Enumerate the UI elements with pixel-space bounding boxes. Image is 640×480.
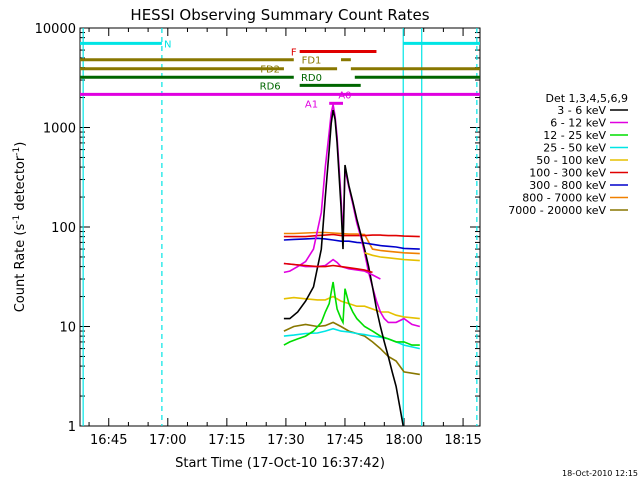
legend-label: 25 - 50 keV [543, 142, 606, 155]
legend-title: Det 1,3,4,5,6,9 [545, 92, 628, 105]
series-line [283, 109, 404, 427]
x-tick-labels: 16:45 17:00 17:15 17:30 17:45 18:00 18:15 [90, 433, 482, 448]
series-line [283, 231, 420, 255]
series-line-secondary [283, 258, 381, 280]
x-tick-label: 18:00 [385, 433, 422, 448]
flag-label-fd2: FD2 [260, 65, 280, 76]
flag-label-a0: A0 [338, 90, 351, 101]
flag-label-n: N [164, 39, 171, 50]
y-tick-label: 10000 [35, 22, 76, 37]
series-lines [283, 104, 421, 427]
series-line [283, 233, 420, 238]
series-line [283, 295, 420, 320]
y-tick-label: 1 [68, 420, 76, 435]
flag-label-rd6: RD6 [260, 81, 281, 92]
y-tick-label: 100 [51, 221, 76, 236]
x-tick-label: 17:00 [149, 433, 186, 448]
y-tick-label: 1000 [43, 122, 76, 137]
x-tick-label: 17:15 [208, 433, 245, 448]
legend-label: 6 - 12 keV [550, 117, 606, 130]
series-line [283, 321, 420, 376]
chart-title: HESSI Observing Summary Count Rates [130, 6, 429, 24]
x-tick-label: 16:45 [90, 433, 127, 448]
y-tick-labels: 1 10 100 1000 10000 [35, 22, 76, 435]
y-axis-label-sup1: -1 [12, 215, 22, 224]
series-line [283, 104, 421, 328]
x-axis-label: Start Time (17-Oct-10 16:37:42) [175, 456, 385, 471]
x-tick-label: 18:15 [444, 433, 481, 448]
x-tick-label: 17:45 [326, 433, 363, 448]
y-tick-label: 10 [59, 321, 76, 336]
legend-label: 800 - 7000 keV [522, 192, 606, 205]
y-axis-label: Count Rate (s-1 detector-1) [12, 142, 28, 313]
series-line [283, 281, 420, 346]
flag-label-a1: A1 [305, 99, 318, 110]
series-line [283, 237, 420, 250]
flag-label-rd0: RD0 [301, 73, 322, 84]
legend-label: 12 - 25 keV [543, 129, 606, 142]
y-axis-label-mid: detector [13, 155, 28, 215]
y-axis-label-prefix: Count Rate (s [13, 224, 28, 313]
flag-bars: N F FD1 FD2 RD0 RD6 A0 A1 [80, 39, 480, 110]
series-line-secondary [364, 252, 420, 262]
y-axis-label-sup2: -1 [12, 147, 22, 156]
legend-label: 3 - 6 keV [557, 104, 606, 117]
x-tick-label: 17:30 [267, 433, 304, 448]
legend-label: 300 - 800 keV [529, 179, 606, 192]
series-line-secondary [283, 262, 373, 274]
legend-label: 50 - 100 keV [536, 154, 606, 167]
legend-label: 7000 - 20000 keV [508, 204, 606, 217]
flag-label-fd1: FD1 [302, 56, 322, 67]
y-axis-label-suffix: ) [13, 142, 28, 147]
flag-label-f: F [291, 48, 297, 59]
plot-timestamp: 18-Oct-2010 12:15 [562, 469, 638, 478]
legend-label: 100 - 300 keV [529, 167, 606, 180]
